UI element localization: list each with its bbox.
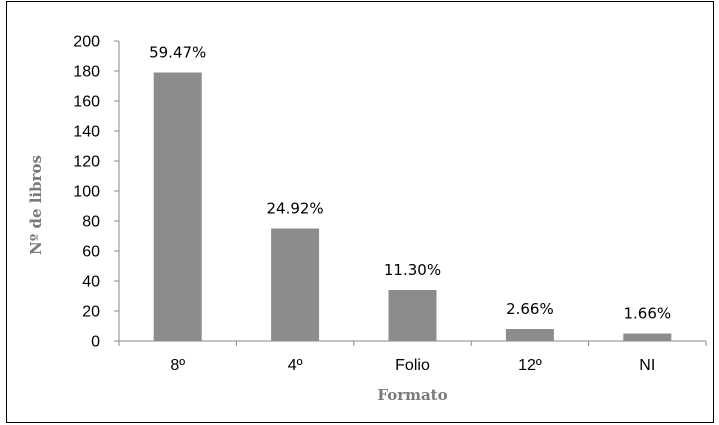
y-tick-label: 100	[73, 184, 100, 201]
data-labels-group: 59.47% 24.92% 11.30% 2.66% 1.66%	[149, 44, 671, 323]
data-label: 2.66%	[506, 300, 554, 318]
y-tick-label: 20	[82, 304, 100, 321]
y-tick-label: 120	[73, 154, 100, 171]
data-label: 1.66%	[623, 305, 671, 323]
data-label: 59.47%	[149, 44, 206, 62]
x-axis-ticks: 8º 4º Folio 12º NI	[118, 341, 707, 374]
bar	[505, 329, 554, 341]
x-tick-label: 4º	[288, 357, 303, 374]
y-tick-label: 40	[82, 274, 100, 291]
x-tick-label: 12º	[518, 357, 542, 374]
bar	[388, 290, 437, 341]
x-axis-title: Formato	[377, 386, 447, 404]
x-tick-label: Folio	[395, 357, 430, 374]
bar	[623, 333, 672, 341]
y-tick-label: 160	[73, 94, 100, 111]
bar	[271, 228, 320, 341]
x-tick-label: 8º	[170, 357, 185, 374]
bar	[153, 72, 202, 341]
y-axis-title: Nº de libros	[27, 155, 45, 255]
y-tick-label: 60	[82, 244, 100, 261]
y-tick-label: 0	[91, 334, 100, 351]
bars-group	[153, 72, 672, 341]
y-tick-label: 200	[73, 34, 100, 51]
y-axis-ticks: 0 20 40 60 80 100 120 140 160 180 200	[73, 34, 119, 351]
y-tick-label: 140	[73, 124, 100, 141]
data-label: 24.92%	[266, 200, 323, 218]
x-tick-label: NI	[639, 357, 655, 374]
y-tick-label: 80	[82, 214, 100, 231]
y-tick-label: 180	[73, 64, 100, 81]
chart-frame	[6, 1, 714, 423]
data-label: 11.30%	[384, 261, 441, 279]
